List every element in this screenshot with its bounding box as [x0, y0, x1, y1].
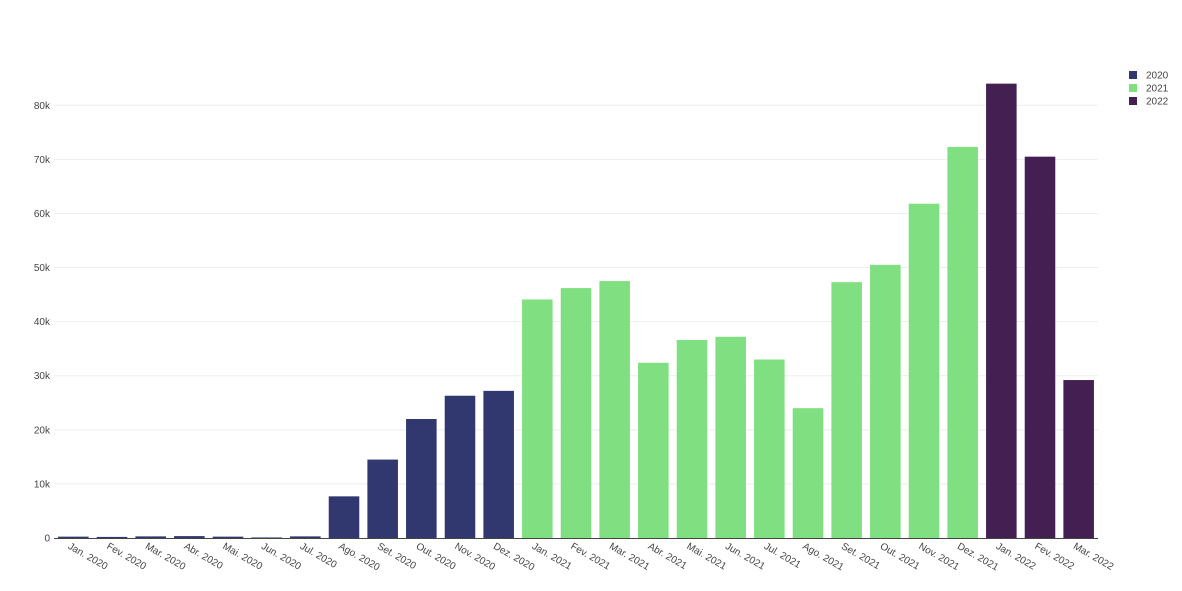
bar[interactable]: Fev. 2020: 200 — [96, 536, 128, 538]
x-tick-label: Jun. 2020 — [259, 541, 303, 573]
bar[interactable]: Set. 2021: 47300 — [831, 282, 862, 538]
x-tick-label: Fev. 2022 — [1033, 541, 1077, 573]
x-tick-label: Set. 2021 — [839, 541, 882, 572]
x-tick-label: Mar. 2021 — [607, 541, 651, 573]
bar[interactable]: Out. 2021: 50500 — [870, 264, 901, 538]
bar[interactable]: Abr. 2021: 32400 — [638, 362, 669, 538]
x-tick-label: Jan. 2022 — [994, 541, 1038, 573]
bar[interactable]: Jan. 2021: 44100 — [522, 299, 553, 538]
bar[interactable]: Jan. 2020: 250 — [58, 536, 89, 538]
x-tick-label: Ago. 2021 — [801, 541, 846, 574]
bar[interactable]: Abr. 2020: 350 — [174, 536, 205, 538]
bars: Jan. 2020: 250 Fev. 2020: 200 Mar. 2020: 3… — [58, 83, 1094, 539]
bar[interactable]: Fev. 2021: 46200 — [560, 288, 592, 538]
bar[interactable]: Fev. 2022: 70500 — [1024, 156, 1056, 538]
y-tick-label: 10k — [34, 479, 51, 490]
bar[interactable]: Dez. 2021: 72300 — [947, 146, 978, 539]
x-tick-label: Dez. 2020 — [491, 541, 536, 574]
y-tick-label: 80k — [34, 101, 51, 112]
y-tick-label: 50k — [34, 263, 51, 274]
bar[interactable]: Ago. 2021: 24000 — [792, 408, 824, 538]
legend-item[interactable]: 2022 — [1129, 97, 1169, 108]
x-tick-label: Ago. 2020 — [337, 541, 382, 574]
x-tick-label: Mar. 2022 — [1071, 541, 1115, 573]
bar[interactable]: Jun. 2021: 37200 — [715, 336, 746, 538]
y-tick-label: 30k — [34, 371, 51, 382]
bar[interactable]: Mai. 2020: 250 — [212, 536, 244, 538]
x-tick-label: Mai. 2021 — [685, 541, 729, 573]
y-tick-label: 40k — [34, 317, 51, 328]
bar[interactable]: Mar. 2021: 47500 — [599, 281, 630, 538]
x-tick-label: Out. 2021 — [878, 541, 922, 573]
x-tick-label: Set. 2020 — [375, 541, 418, 572]
y-tick-label: 60k — [34, 209, 51, 220]
x-tick-label: Jan. 2020 — [66, 541, 110, 573]
bar[interactable]: Mar. 2020: 300 — [135, 536, 166, 538]
legend-item[interactable]: 2020 — [1129, 71, 1169, 82]
legend[interactable]: 2020 2021 2022 — [1129, 71, 1169, 108]
legend-label: 2022 — [1146, 97, 1169, 108]
bar[interactable]: Dez. 2020: 27200 — [483, 390, 514, 538]
x-tick-label: Dez. 2021 — [955, 541, 1000, 574]
x-tick-label: Jul. 2020 — [298, 541, 339, 571]
legend-swatch — [1129, 84, 1137, 92]
y-tick-label: 20k — [34, 425, 51, 436]
bar[interactable]: Nov. 2021: 61800 — [908, 203, 940, 538]
bar[interactable]: Jul. 2020: 300 — [290, 536, 321, 538]
bar[interactable]: Ago. 2020: 7700 — [328, 496, 360, 538]
bar[interactable]: Out. 2020: 22000 — [406, 419, 437, 538]
bar[interactable]: Mar. 2022: 29200 — [1063, 380, 1094, 538]
x-tick-label: Abr. 2021 — [646, 541, 689, 572]
bar[interactable]: Nov. 2020: 26300 — [444, 395, 476, 538]
x-tick-label: Nov. 2020 — [453, 541, 498, 573]
x-tick-label: Jan. 2021 — [530, 541, 574, 573]
y-tick-label: 0 — [44, 534, 50, 545]
x-tick-label: Jun. 2021 — [723, 541, 767, 573]
x-tick-label: Nov. 2021 — [917, 541, 962, 573]
legend-item[interactable]: 2021 — [1129, 84, 1169, 95]
legend-label: 2020 — [1146, 71, 1169, 82]
bar[interactable]: Jul. 2021: 33000 — [754, 359, 785, 539]
x-tick-label: Abr. 2020 — [182, 541, 225, 572]
legend-swatch — [1129, 71, 1137, 79]
x-tick-label: Mai. 2020 — [221, 541, 265, 573]
bar[interactable]: Jun. 2020: 100 — [251, 537, 282, 539]
x-tick-label: Fev. 2021 — [569, 541, 613, 573]
x-tick-label: Jul. 2021 — [762, 541, 803, 571]
x-tick-label: Fev. 2020 — [105, 541, 149, 573]
legend-swatch — [1129, 97, 1137, 105]
y-axis: 0 10k 20k 30k 40k 50k 60k 70k 80k — [34, 101, 51, 545]
bar[interactable]: Set. 2020: 14500 — [367, 459, 398, 538]
x-tick-label: Mar. 2020 — [143, 541, 187, 573]
y-tick-label: 70k — [34, 155, 51, 166]
x-tick-label: Out. 2020 — [414, 541, 458, 573]
bar[interactable]: Mai. 2021: 36600 — [676, 340, 708, 538]
legend-label: 2021 — [1146, 84, 1169, 95]
bar[interactable]: Jan. 2022: 84000 — [986, 83, 1017, 538]
